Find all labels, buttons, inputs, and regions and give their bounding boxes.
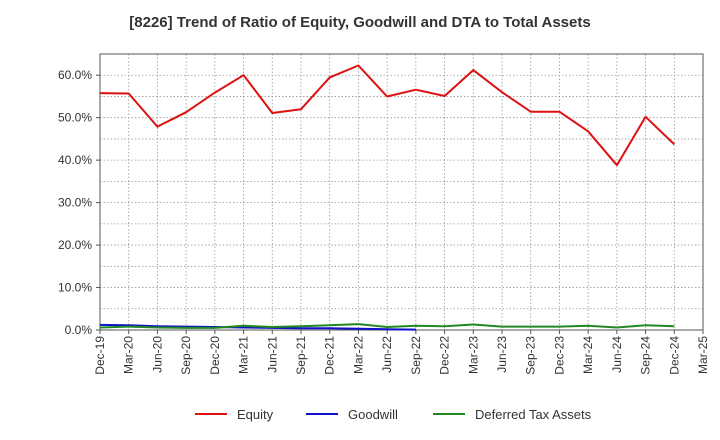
y-tick-label: 0.0% [65,323,93,337]
x-tick-label: Mar-22 [351,336,365,374]
y-tick-label: 10.0% [58,281,92,295]
x-tick-label: Jun-20 [150,336,164,373]
x-tick-label: Mar-23 [466,336,480,374]
chart-title: [8226] Trend of Ratio of Equity, Goodwil… [129,14,591,31]
x-tick-label: Sep-24 [639,336,653,375]
legend-label: Deferred Tax Assets [475,407,592,422]
x-tick-label: Dec-23 [552,336,566,375]
x-tick-label: Dec-20 [208,336,222,375]
series-line-goodwill [99,323,416,331]
x-tick-label: Jun-22 [380,336,394,373]
x-tick-label: Jun-23 [495,336,509,373]
y-tick-label: 60.0% [58,68,92,82]
series-line-deferred-tax-assets [99,323,675,329]
y-tick-label: 40.0% [58,153,92,167]
x-tick-label: Dec-19 [93,336,107,375]
x-tick-label: Mar-20 [122,336,136,374]
x-tick-label: Sep-23 [524,336,538,375]
x-tick-label: Sep-22 [409,336,423,375]
x-tick-label: Mar-24 [581,336,595,374]
x-tick-label: Dec-21 [323,336,337,375]
x-tick-label: Jun-24 [610,336,624,373]
x-tick-label: Mar-21 [237,336,251,374]
y-tick-label: 50.0% [58,111,92,125]
x-tick-label: Sep-21 [294,336,308,375]
legend-label: Equity [237,407,274,422]
legend-label: Goodwill [348,407,398,422]
x-tick-label: Dec-24 [667,336,681,375]
x-tick-label: Sep-20 [179,336,193,375]
x-tick-label: Jun-21 [265,336,279,373]
y-tick-label: 30.0% [58,196,92,210]
y-tick-label: 20.0% [58,238,92,252]
plot-area [100,54,703,330]
x-tick-label: Mar-25 [696,336,710,374]
x-tick-label: Dec-22 [438,336,452,375]
series-line-equity [99,64,675,167]
